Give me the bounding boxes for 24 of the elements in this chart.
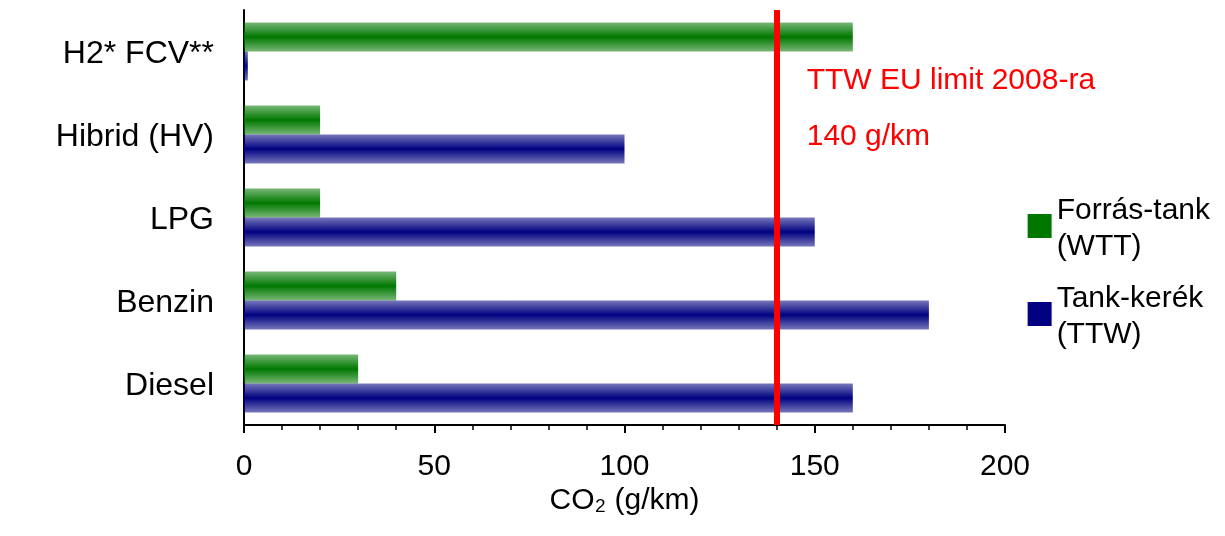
x-tick-label: 50 bbox=[417, 447, 451, 481]
y-tick-label: LPG bbox=[149, 199, 214, 236]
legend-label: Tank-kerék (TTW) bbox=[1056, 279, 1205, 349]
x-tick-label: 150 bbox=[789, 447, 840, 481]
bar bbox=[244, 271, 397, 301]
bar bbox=[244, 105, 321, 135]
bar bbox=[244, 51, 248, 81]
y-tick-label: Benzin bbox=[116, 282, 214, 319]
x-axis-title: CO₂ (g/km) bbox=[549, 482, 700, 516]
y-tick-label: Diesel bbox=[125, 365, 214, 402]
y-tick-label: H2* FCV** bbox=[62, 33, 214, 70]
x-tick-label: 200 bbox=[979, 447, 1031, 481]
bar bbox=[244, 217, 815, 247]
x-tick-label: 100 bbox=[599, 447, 650, 481]
bar bbox=[244, 22, 853, 52]
bar bbox=[244, 354, 359, 384]
y-tick-label: Hibrid (HV) bbox=[55, 116, 214, 153]
x-tick-label: 0 bbox=[235, 447, 253, 481]
bar bbox=[244, 383, 853, 413]
bar bbox=[244, 188, 321, 218]
bar bbox=[244, 134, 625, 164]
bar bbox=[244, 300, 929, 330]
ref-line-label: TTW EU limit 2008-ra 140 g/km bbox=[806, 61, 1104, 151]
legend-label: Forrás-tank (WTT) bbox=[1056, 191, 1211, 261]
